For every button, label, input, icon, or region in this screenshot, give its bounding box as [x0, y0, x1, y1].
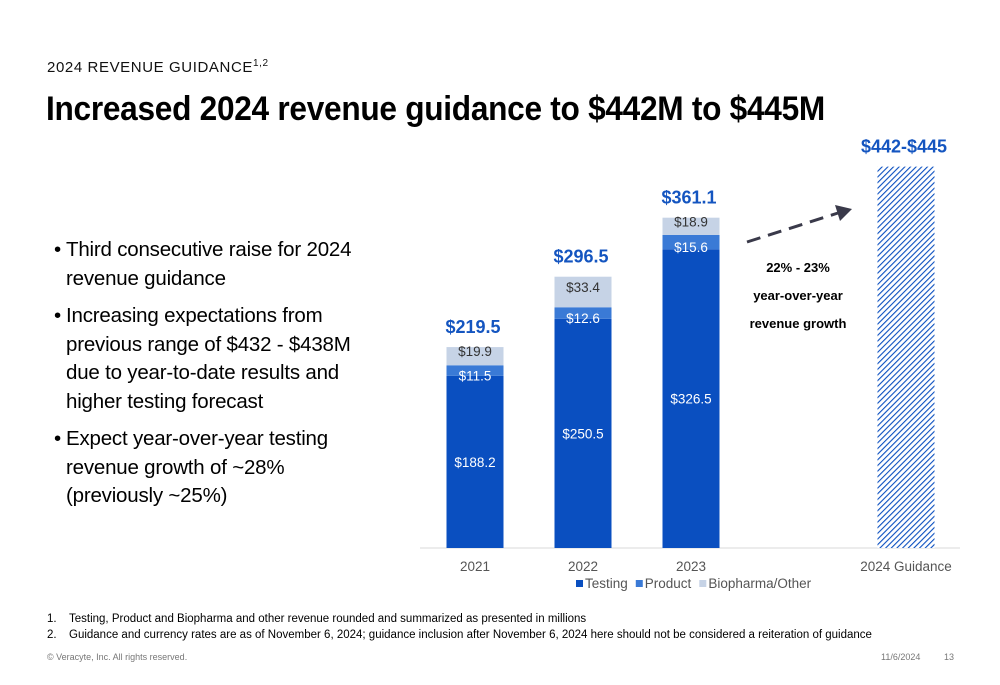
data-label: $12.6: [566, 311, 600, 326]
total-label: $219.5: [445, 317, 500, 337]
data-label: $18.9: [674, 214, 708, 229]
bar-segment-biopharma-other-2023: [662, 217, 720, 235]
slide-date: 11/6/2024: [881, 652, 921, 662]
x-tick-label: 2023: [676, 559, 706, 574]
growth-arrow-head: [835, 205, 852, 221]
data-label: $250.5: [562, 426, 603, 441]
bar-segment-testing-2023: [662, 249, 720, 548]
footnote-text: Guidance and currency rates are as of No…: [69, 629, 872, 641]
growth-arrow-line: [746, 211, 839, 244]
footnote-number: 1.: [47, 613, 57, 625]
guidance-total-label: $442-$445: [861, 137, 947, 157]
footnote-item: 2. Guidance and currency rates are as of …: [47, 627, 967, 643]
legend-label: Biopharma/Other: [708, 576, 811, 591]
guidance-bar: [877, 166, 935, 548]
page-number: 13: [944, 652, 955, 662]
footnote-text: Testing, Product and Biopharma and other…: [69, 613, 587, 625]
eyebrow-footnote-ref: 1,2: [253, 58, 269, 69]
growth-annotation-line: revenue growth: [750, 316, 847, 331]
data-label: $33.4: [566, 280, 600, 295]
x-tick-label: 2024 Guidance: [860, 559, 952, 574]
bar-segment-product-2022: [554, 307, 612, 319]
x-tick-label: 2022: [568, 559, 598, 574]
legend-swatch: [576, 580, 583, 587]
page-title: Increased 2024 revenue guidance to $442M…: [46, 90, 825, 128]
bullet-item: Increasing expectations from previous ra…: [54, 302, 386, 416]
footnote-item: 1. Testing, Product and Biopharma and oth…: [47, 611, 967, 627]
x-tick-label: 2021: [460, 559, 490, 574]
footnotes: 1. Testing, Product and Biopharma and oth…: [47, 611, 967, 643]
data-label: $326.5: [670, 392, 711, 407]
bar-segment-product-2023: [662, 234, 720, 250]
growth-annotation-line: year-over-year: [753, 288, 843, 303]
eyebrow-text: 2024 REVENUE GUIDANCE: [47, 59, 253, 76]
bullet-item: Expect year-over-year testing revenue gr…: [54, 425, 386, 511]
legend-swatch: [635, 580, 643, 587]
data-label: $15.6: [674, 240, 708, 255]
total-label: $296.5: [553, 247, 608, 267]
data-label: $188.2: [454, 455, 495, 470]
revenue-stacked-bar-chart: $188.2 $11.5 $19.9 $219.5 2021 $250.5 $12.6 $33…: [420, 137, 960, 591]
bar-segment-testing-2021: [446, 375, 504, 548]
bar-segment-testing-2022: [554, 318, 612, 548]
bar-segment-biopharma-other-2021: [446, 347, 504, 366]
data-label: $11.5: [459, 369, 492, 384]
total-label: $361.1: [661, 188, 716, 208]
legend-swatch: [699, 580, 707, 587]
growth-annotation-line: 22% - 23%: [766, 260, 830, 275]
bullet-list: Third consecutive raise for 2024 revenue…: [54, 236, 386, 520]
copyright-text: © Veracyte, Inc. All rights reserved.: [47, 652, 188, 662]
data-label: $19.9: [458, 344, 492, 359]
legend-label: Product: [645, 576, 692, 591]
bullet-item: Third consecutive raise for 2024 revenue…: [54, 236, 386, 293]
legend-label: Testing: [585, 576, 628, 591]
bar-segment-biopharma-other-2022: [554, 276, 612, 308]
section-eyebrow: 2024 REVENUE GUIDANCE1,2: [47, 58, 269, 76]
footnote-number: 2.: [47, 629, 57, 641]
bar-segment-product-2021: [446, 365, 504, 376]
